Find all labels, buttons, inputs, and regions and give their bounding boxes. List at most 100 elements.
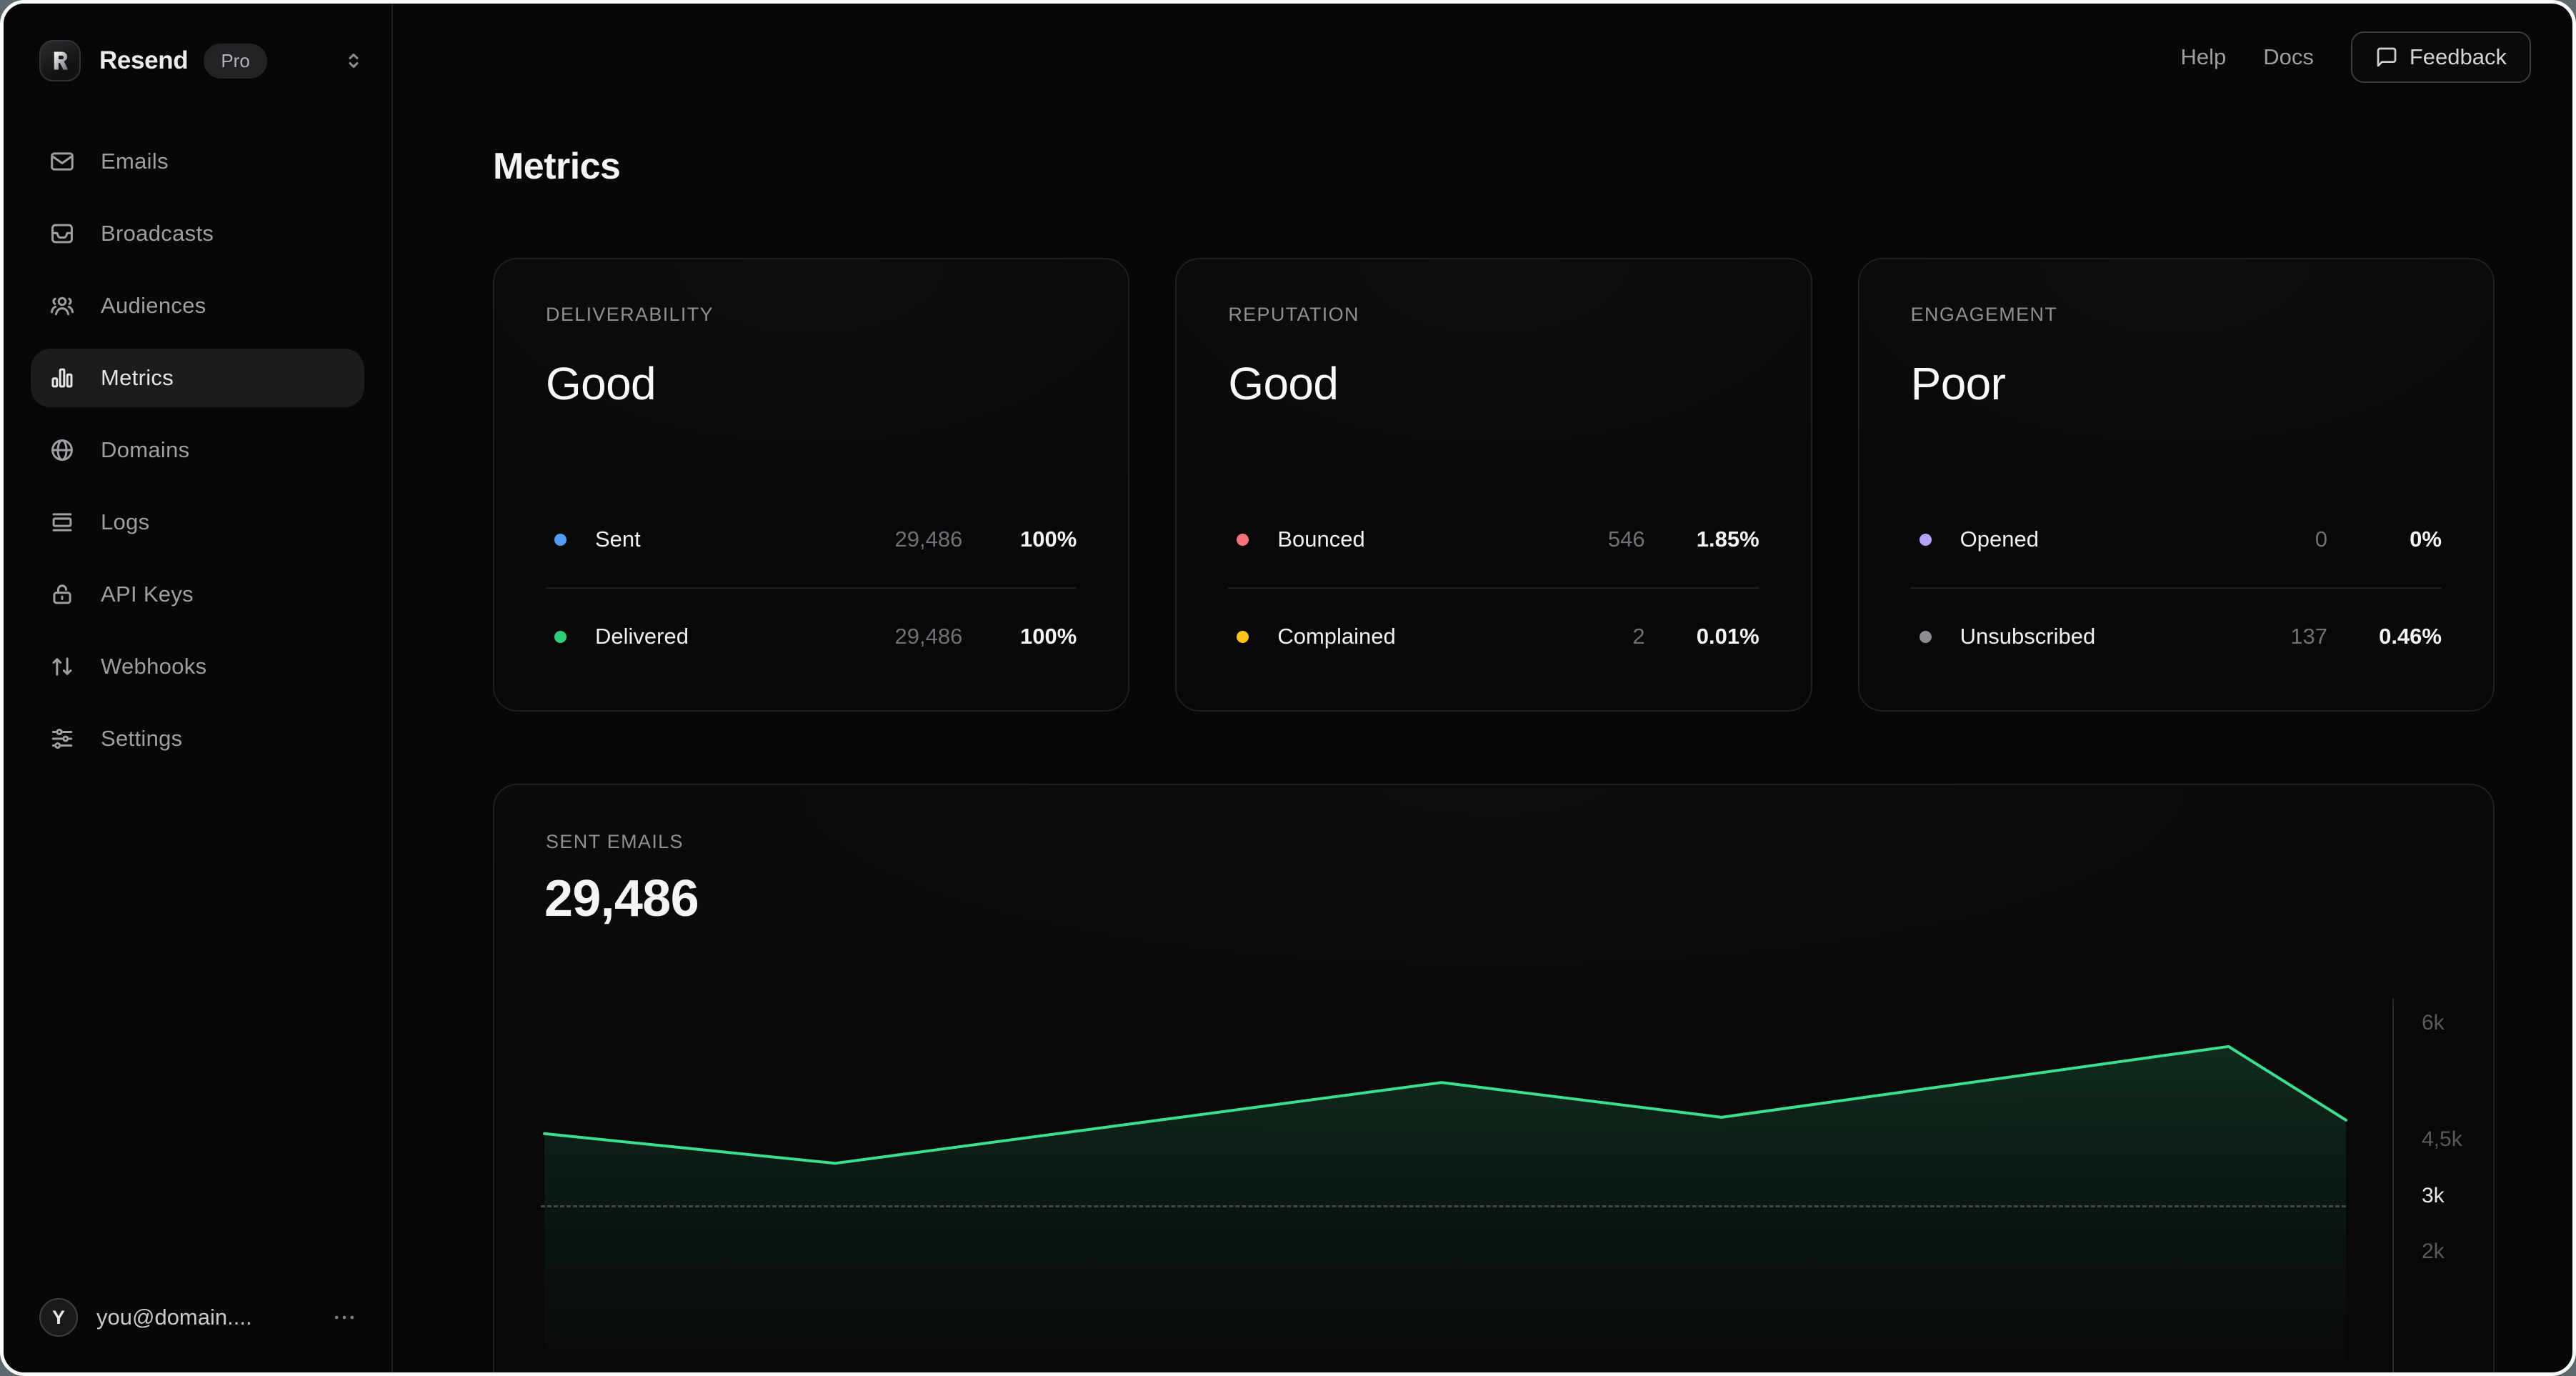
sent-emails-card: SENT EMAILS 29,486 6k 4,5k 3k 2k [493, 784, 2495, 1372]
stat-pct: 0.46% [2379, 624, 2442, 649]
resend-logo-icon [39, 40, 81, 81]
sidebar-item-label: Emails [101, 149, 169, 174]
feedback-button[interactable]: Feedback [2350, 31, 2531, 83]
sidebar-item-domains[interactable]: Domains [31, 421, 364, 479]
sidebar-item-label: Domains [101, 437, 190, 462]
sidebar-item-api-keys[interactable]: API Keys [31, 565, 364, 624]
stat-pct: 0% [2410, 527, 2442, 552]
plan-badge: Pro [204, 43, 267, 79]
docs-link[interactable]: Docs [2263, 44, 2314, 69]
topbar: Help Docs Feedback [2180, 31, 2531, 83]
threshold-dashed-line [541, 1205, 2346, 1207]
stat-row-sent: Sent 29,486 100% [546, 513, 1077, 566]
stat-pct: 100% [1020, 527, 1077, 552]
y-tick-6k: 6k [2422, 1011, 2445, 1035]
main-content: Help Docs Feedback Metrics DELIVERABILIT… [393, 4, 2572, 1372]
stat-label: Unsubscribed [1960, 624, 2096, 649]
y-tick-2k: 2k [2422, 1240, 2445, 1263]
stat-label: Complained [1277, 624, 1396, 649]
globe-icon [48, 436, 76, 464]
ellipsis-icon[interactable] [330, 1303, 363, 1332]
stat-value: 137 [2290, 624, 2327, 649]
sidebar: Resend Pro Emails [4, 4, 393, 1372]
card-category: REPUTATION [1228, 304, 1359, 325]
legend-dot [1919, 630, 1932, 643]
card-status: Good [546, 358, 657, 409]
sidebar-item-label: Logs [101, 509, 150, 534]
sidebar-item-broadcasts[interactable]: Broadcasts [31, 204, 364, 263]
sidebar-nav: Emails Broadcasts [31, 132, 364, 782]
stat-row-bounced: Bounced 546 1.85% [1228, 513, 1759, 566]
stat-row-delivered: Delivered 29,486 100% [546, 610, 1077, 663]
help-link[interactable]: Help [2180, 44, 2227, 69]
legend-dot [1237, 533, 1249, 546]
feedback-label: Feedback [2409, 44, 2507, 69]
stat-row-unsubscribed: Unsubscribed 137 0.46% [1911, 610, 2442, 663]
sidebar-item-label: Metrics [101, 365, 174, 390]
card-reputation: REPUTATION Good Bounced 546 1.85% Compla… [1175, 258, 1812, 712]
sidebar-item-settings[interactable]: Settings [31, 709, 364, 768]
sidebar-item-label: Webhooks [101, 654, 207, 679]
y-tick-4,5k: 4,5k [2422, 1127, 2462, 1151]
arrows-up-down-icon [48, 652, 76, 681]
logs-icon [48, 508, 76, 537]
avatar: Y [39, 1298, 78, 1337]
chevrons-up-down-icon [341, 49, 366, 73]
y-tick-3k: 3k [2422, 1184, 2445, 1207]
sidebar-item-audiences[interactable]: Audiences [31, 276, 364, 335]
workspace-name: Resend [99, 46, 189, 74]
stat-value: 2 [1632, 624, 1645, 649]
legend-dot [1919, 533, 1932, 546]
stat-row-complained: Complained 2 0.01% [1228, 610, 1759, 663]
message-square-icon [2375, 46, 2398, 69]
stat-value: 29,486 [894, 624, 963, 649]
card-deliverability: DELIVERABILITY Good Sent 29,486 100% Del… [493, 258, 1130, 712]
sidebar-item-logs[interactable]: Logs [31, 493, 364, 552]
sidebar-item-label: API Keys [101, 582, 194, 607]
page-title: Metrics [493, 146, 621, 187]
sidebar-item-label: Broadcasts [101, 221, 214, 246]
inbox-icon [48, 219, 76, 248]
stat-label: Opened [1960, 527, 2039, 552]
envelope-icon [48, 147, 76, 176]
divider [1910, 587, 2442, 589]
users-icon [48, 291, 76, 320]
card-rows: Sent 29,486 100% Delivered 29,486 100% [546, 513, 1077, 663]
chart-title: SENT EMAILS [546, 831, 684, 852]
card-status: Good [1228, 358, 1339, 409]
stat-label: Bounced [1277, 527, 1365, 552]
card-rows: Bounced 546 1.85% Complained 2 0.01% [1228, 513, 1759, 663]
metric-cards: DELIVERABILITY Good Sent 29,486 100% Del… [493, 258, 2495, 712]
stat-value: 546 [1607, 527, 1645, 552]
chart-total: 29,486 [544, 870, 699, 927]
stat-value: 0 [2315, 527, 2327, 552]
workspace-switcher[interactable]: Resend Pro [39, 39, 366, 82]
sidebar-item-label: Settings [101, 726, 183, 751]
sidebar-item-webhooks[interactable]: Webhooks [31, 637, 364, 696]
divider [1228, 587, 1759, 589]
card-status: Poor [1910, 358, 2006, 409]
sliders-icon [48, 724, 76, 753]
card-category: DELIVERABILITY [546, 304, 714, 325]
stat-pct: 100% [1020, 624, 1077, 649]
bar-chart-icon [48, 364, 76, 392]
sidebar-item-metrics[interactable]: Metrics [31, 349, 364, 407]
user-account-row[interactable]: Y you@domain.... [39, 1297, 363, 1338]
card-category: ENGAGEMENT [1910, 304, 2058, 325]
y-axis-ticks: 6k 4,5k 3k 2k [2422, 998, 2493, 1372]
divider [546, 587, 1077, 589]
stat-label: Delivered [595, 624, 689, 649]
user-email: you@domain.... [96, 1305, 252, 1330]
y-axis-line [2392, 998, 2394, 1372]
sent-emails-chart [541, 998, 2347, 1372]
card-engagement: ENGAGEMENT Poor Opened 0 0% Unsubscribed… [1857, 258, 2495, 712]
stat-label: Sent [595, 527, 641, 552]
sidebar-item-label: Audiences [101, 293, 206, 318]
legend-dot [554, 630, 566, 643]
legend-dot [554, 533, 566, 546]
sidebar-item-emails[interactable]: Emails [31, 132, 364, 191]
lock-icon [48, 580, 76, 609]
card-rows: Opened 0 0% Unsubscribed 137 0.46% [1910, 513, 2442, 663]
stat-pct: 1.85% [1696, 527, 1759, 552]
